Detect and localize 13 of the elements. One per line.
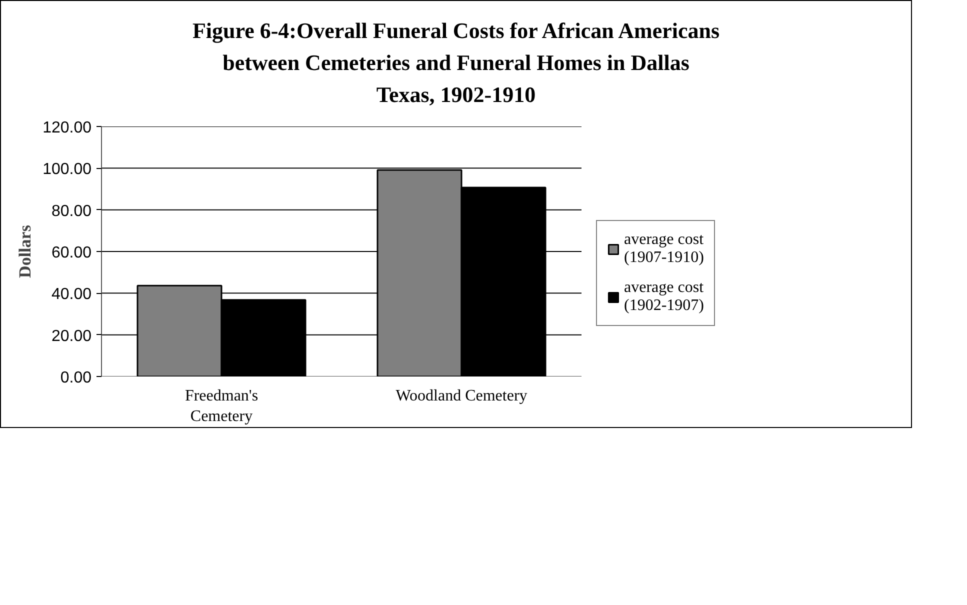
y-tick-label: 120.00 (42, 119, 92, 136)
y-tick-label: 100.00 (42, 160, 92, 178)
y-axis-title: Dollars (16, 224, 35, 278)
y-tick-label: 80.00 (51, 202, 92, 220)
legend-label: average cost (1907-1910) (624, 230, 704, 267)
y-tick-label: 20.00 (51, 328, 92, 345)
y-tick-label: 60.00 (51, 244, 92, 262)
chart-title: Figure 6-4:Overall Funeral Costs for African Americans between Cemeteries and Funeral Homes in Dallas Texas, 1902-1910 (192, 17, 720, 109)
y-tick-label: 0.00 (60, 369, 92, 386)
x-tick-label: Freedman's Cemetery (184, 387, 258, 425)
x-tick-label: Woodland Cemetery (396, 387, 528, 404)
y-tick-label: 40.00 (51, 286, 92, 303)
legend-label: average cost (1902-1907) (624, 278, 704, 315)
